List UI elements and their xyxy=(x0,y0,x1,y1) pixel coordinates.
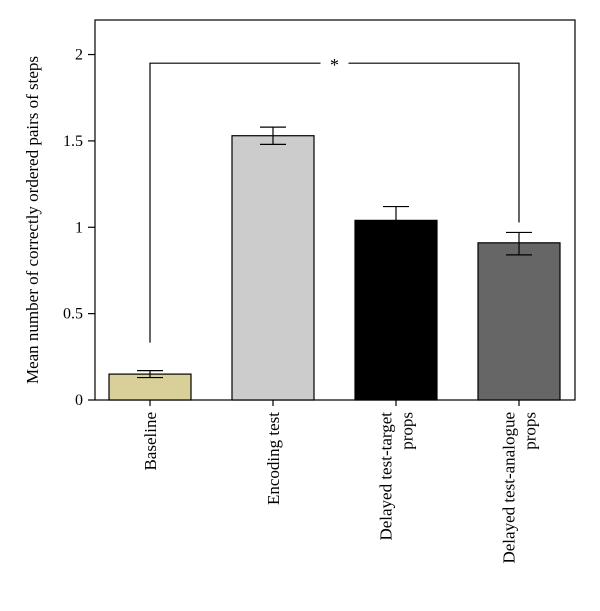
chart-axes xyxy=(94,19,576,401)
significance-line-left xyxy=(149,62,321,343)
significance-bracket: * xyxy=(149,55,520,343)
x-category-label: Delayed test-target xyxy=(377,412,396,541)
significance-star: * xyxy=(330,55,339,75)
bar xyxy=(477,242,561,401)
chart-bars xyxy=(108,135,561,401)
y-tick-label: 0 xyxy=(75,392,83,409)
x-category-label: props xyxy=(521,412,540,450)
x-axis-category-labels: Baseline Encoding test Delayed test-target… xyxy=(141,400,540,564)
significance-line-right xyxy=(348,62,520,223)
x-category-label: Encoding test xyxy=(264,412,283,505)
bar xyxy=(354,219,438,401)
x-category-label: Baseline xyxy=(141,412,160,471)
bar xyxy=(231,135,315,401)
x-category-label: props xyxy=(398,412,417,450)
y-axis-ticks: 0 0.5 1 1.5 2 xyxy=(63,47,95,409)
y-tick-label: 0.5 xyxy=(63,306,83,323)
y-axis-title: Mean number of correctly ordered pairs o… xyxy=(23,56,42,384)
plot-frame xyxy=(94,19,576,401)
x-category-label: Delayed test-analogue xyxy=(500,412,519,564)
y-tick-label: 2 xyxy=(75,47,83,64)
y-tick-label: 1.5 xyxy=(63,133,83,150)
chart-error-bars xyxy=(137,126,532,379)
y-tick-label: 1 xyxy=(75,219,83,236)
